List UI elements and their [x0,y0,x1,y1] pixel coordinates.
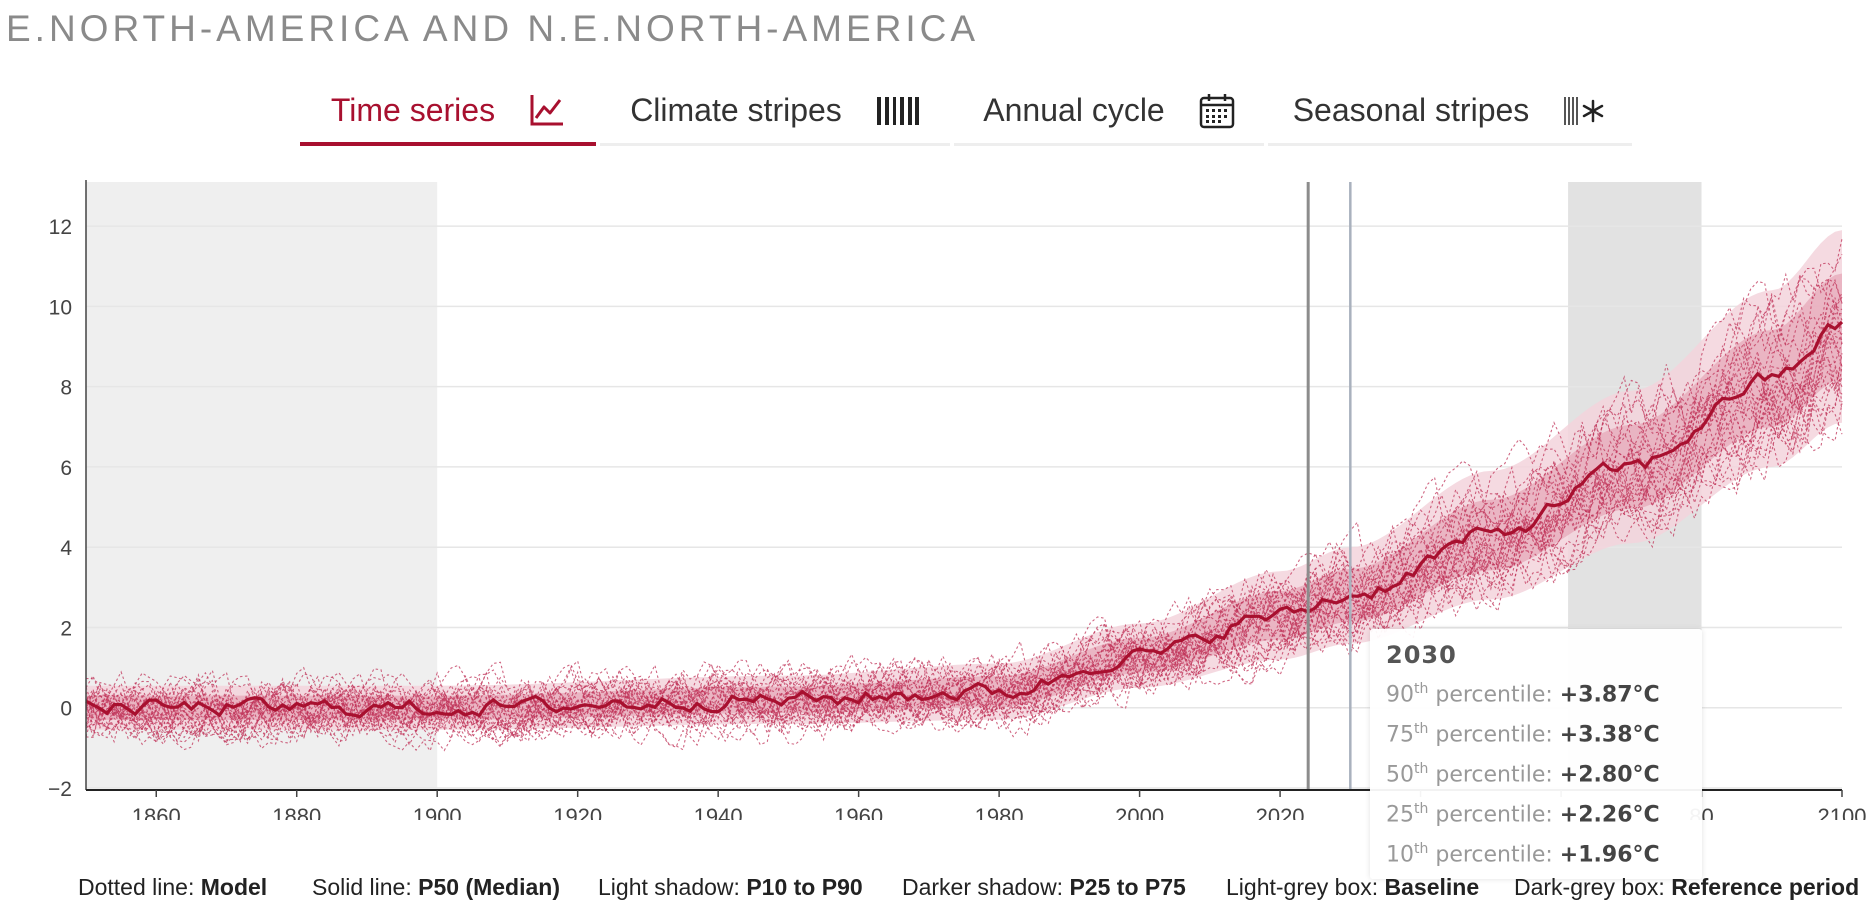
y-tick-label: 2 [60,617,72,640]
y-tick-label: 4 [60,537,72,560]
y-tick-label: 12 [49,216,72,239]
model-line [85,302,1843,734]
x-tick-label: 1860 [132,804,181,820]
tooltip-p25-text: percentile: [1428,802,1560,828]
y-tick-label: 0 [60,698,72,721]
tooltip-row-p75: 75th percentile: +3.38°C [1386,721,1660,747]
y-tick-label: 10 [49,296,72,319]
tooltip-row-p10: 10th percentile: +1.96°C [1386,841,1660,867]
tooltip-p10-value: +1.96°C [1559,842,1660,868]
legend-key: Light shadow: [598,874,747,900]
tooltip-p25-value: +2.26°C [1559,802,1660,828]
legend-key: Dark-grey box: [1514,874,1672,900]
tab-time-series[interactable]: Time series [300,78,596,146]
tooltip-p90-value: +3.87°C [1559,682,1660,708]
legend-item-baseline: Light-grey box: Baseline [1226,874,1479,901]
x-tick-label: 2100 [1818,804,1867,820]
tooltip-p90-num: 90 [1386,682,1414,708]
x-tick-label: 1900 [413,804,462,820]
tooltip-row-p50: 50th percentile: +2.80°C [1386,761,1660,787]
legend-key: Darker shadow: [902,874,1070,900]
tooltip-p50-text: percentile: [1428,762,1560,788]
x-tick-label: 1960 [834,804,883,820]
tab-climate-stripes[interactable]: Climate stripes [600,78,950,146]
seasonal-stripes-snowflake-icon [1563,95,1607,127]
legend-value: Reference period [1671,874,1860,900]
tooltip-row-p90: 90th percentile: +3.87°C [1386,681,1660,707]
x-tick-label: 2020 [1256,804,1305,820]
tooltip-p90-sup: th [1414,681,1429,697]
tooltip-p75-text: percentile: [1428,722,1560,748]
legend-key: Solid line: [312,874,419,900]
legend-value: Baseline [1384,874,1480,900]
x-tick-label: 1940 [694,804,743,820]
x-tick-label: 1920 [553,804,602,820]
x-tick-label: 2000 [1115,804,1164,820]
model-line [85,405,1843,752]
tooltip-p90-text: percentile: [1428,682,1560,708]
legend-value: Model [200,874,268,900]
calendar-icon [1199,93,1235,129]
tooltip-row-p25: 25th percentile: +2.26°C [1386,801,1660,827]
tooltip-p75-sup: th [1414,721,1429,737]
legend-value: P50 (Median) [418,874,560,900]
model-line [85,356,1843,744]
model-line [85,304,1843,732]
legend-item-reference: Dark-grey box: Reference period [1514,874,1859,901]
y-tick-label: 8 [60,377,72,400]
model-line [85,238,1843,723]
tooltip-p75-num: 75 [1386,722,1414,748]
tab-annual-cycle-label: Annual cycle [983,92,1165,128]
model-line [85,370,1843,742]
legend-item-model: Dotted line: Model [78,874,267,901]
stripes-icon [876,95,920,127]
tab-seasonal-stripes[interactable]: Seasonal stripes [1268,78,1632,146]
tab-annual-cycle[interactable]: Annual cycle [954,78,1264,146]
tooltip-p50-sup: th [1414,761,1429,777]
legend-value: P25 to P75 [1069,874,1186,900]
x-tick-label: 1880 [272,804,321,820]
legend-item-p25-p75: Darker shadow: P25 to P75 [902,874,1186,901]
model-line [85,320,1843,739]
model-line [85,353,1843,747]
hover-tooltip: 2030 90th percentile: +3.87°C 75th perce… [1370,629,1702,879]
median-line [85,320,1844,719]
legend-key: Dotted line: [78,874,201,900]
region-title: E.NORTH-AMERICA AND N.E.NORTH-AMERICA [6,8,980,49]
tab-seasonal-stripes-label: Seasonal stripes [1292,92,1530,128]
model-line [85,283,1843,730]
tooltip-year: 2030 [1386,641,1457,669]
tooltip-p25-num: 25 [1386,802,1414,828]
line-chart-icon [529,93,565,127]
y-tick-label: −2 [48,778,72,801]
tab-time-series-label: Time series [330,91,496,128]
legend-item-p10-p90: Light shadow: P10 to P90 [598,874,863,901]
model-line [85,336,1843,738]
tooltip-p10-text: percentile: [1428,842,1560,868]
tooltip-p10-sup: th [1414,841,1429,857]
tab-climate-stripes-label: Climate stripes [630,92,842,128]
tooltip-p10-num: 10 [1386,842,1414,868]
tooltip-p75-value: +3.38°C [1559,722,1660,748]
tooltip-p50-value: +2.80°C [1559,762,1660,788]
model-line [85,253,1843,716]
y-tick-label: 6 [60,457,72,480]
model-line [85,382,1843,746]
legend-value: P10 to P90 [746,874,863,900]
tooltip-p50-num: 50 [1386,762,1414,788]
chart-legend: Dotted line: Model Solid line: P50 (Medi… [0,874,1874,910]
tooltip-p25-sup: th [1414,801,1429,817]
x-tick-label: 1980 [975,804,1024,820]
legend-item-median: Solid line: P50 (Median) [312,874,560,901]
legend-key: Light-grey box: [1226,874,1385,900]
model-line [85,297,1843,739]
